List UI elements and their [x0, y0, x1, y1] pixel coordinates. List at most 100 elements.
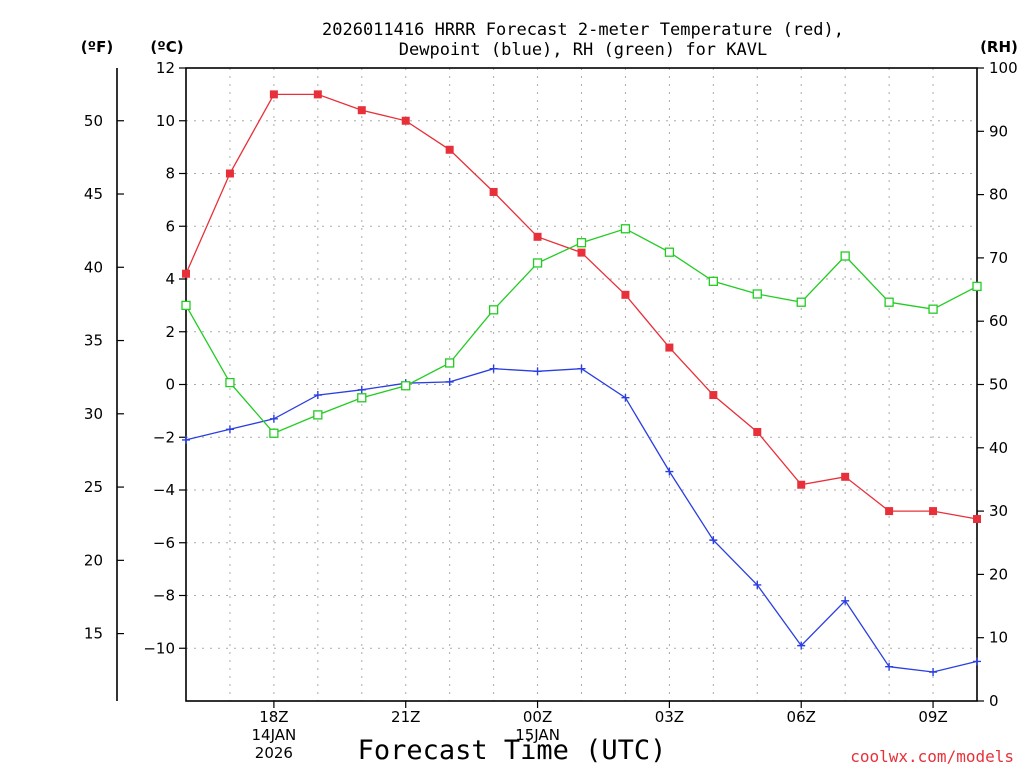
temperature-point — [313, 90, 322, 99]
dewpoint-point — [753, 580, 762, 589]
temperature-point — [885, 507, 894, 516]
celsius-tick-label: 4 — [165, 270, 175, 288]
chart-title-line2: Dewpoint (blue), RH (green) for KAVL — [399, 40, 767, 60]
credit-text: coolwx.com/models — [850, 747, 1014, 766]
celsius-unit-label: (ºC) — [150, 38, 183, 56]
rh-point — [269, 428, 279, 438]
temperature-point — [577, 248, 586, 257]
celsius-tick-label: 12 — [156, 59, 175, 77]
fahrenheit-tick-label: 35 — [84, 332, 103, 350]
dewpoint-point — [929, 667, 938, 676]
dewpoint-point — [577, 364, 586, 373]
rh-point — [840, 251, 850, 261]
fahrenheit-tick-label: 20 — [84, 551, 103, 569]
dewpoint-point — [445, 377, 454, 386]
dewpoint-point — [489, 364, 498, 373]
rh-point — [357, 393, 367, 403]
rh-tick-label: 0 — [989, 692, 999, 710]
dewpoint-point — [357, 385, 366, 394]
celsius-tick-label: −10 — [143, 639, 175, 657]
x-tick-label: 15JAN — [515, 726, 560, 744]
dewpoint-point — [885, 662, 894, 671]
celsius-tick-label: −8 — [153, 587, 175, 605]
grid-lines — [186, 68, 977, 701]
axes: 121086420−2−4−6−8−1050454035302520151009… — [84, 59, 1018, 762]
rh-tick-label: 30 — [989, 502, 1008, 520]
fahrenheit-tick-label: 30 — [84, 405, 103, 423]
dewpoint-point — [841, 596, 850, 605]
celsius-tick-label: 10 — [156, 112, 175, 130]
dewpoint-point — [533, 367, 542, 376]
dewpoint-point — [665, 467, 674, 476]
data-series — [181, 90, 982, 676]
rh-tick-label: 90 — [989, 122, 1008, 140]
rh-point — [972, 281, 982, 292]
fahrenheit-tick-label: 15 — [84, 625, 103, 643]
rh-point — [752, 289, 762, 299]
rh-point — [796, 297, 806, 307]
temperature-point — [401, 116, 410, 125]
fahrenheit-unit-label: (ºF) — [81, 38, 113, 56]
rh-point — [884, 297, 894, 307]
x-tick-label: 2026 — [255, 744, 293, 762]
rh-point — [532, 258, 543, 268]
x-tick-label: 18Z — [259, 708, 288, 726]
rh-point — [620, 224, 631, 234]
dewpoint-point — [269, 414, 278, 423]
rh-tick-label: 40 — [989, 439, 1008, 457]
rh-tick-label: 80 — [989, 186, 1008, 204]
temperature-point — [269, 90, 278, 99]
temperature-point — [797, 480, 806, 489]
dewpoint-point — [621, 393, 630, 402]
rh-tick-label: 50 — [989, 376, 1008, 394]
dewpoint-point — [709, 536, 718, 545]
rh-tick-label: 20 — [989, 565, 1008, 583]
temperature-point — [709, 391, 718, 400]
dewpoint-point — [797, 641, 806, 650]
dewpoint-point — [313, 391, 322, 400]
x-tick-label: 00Z — [523, 708, 552, 726]
x-tick-label: 14JAN — [252, 726, 297, 744]
x-tick-label: 03Z — [655, 708, 684, 726]
rh-point — [576, 238, 587, 248]
celsius-tick-label: −4 — [153, 481, 175, 499]
rh-point — [181, 300, 191, 311]
rh-unit-label: (RH) — [980, 38, 1018, 56]
rh-point — [708, 276, 718, 286]
x-tick-label: 06Z — [787, 708, 816, 726]
temperature-point — [753, 427, 762, 436]
temperature-point — [225, 169, 234, 178]
rh-point — [445, 358, 455, 368]
rh-point — [401, 381, 411, 391]
fahrenheit-tick-label: 45 — [84, 185, 103, 203]
series-line-temperature — [185, 93, 978, 520]
dewpoint-point — [182, 435, 190, 444]
dewpoint-point — [973, 657, 981, 666]
dewpoint-point — [225, 425, 234, 434]
celsius-tick-label: 8 — [165, 165, 175, 183]
temperature-point — [973, 515, 981, 524]
fahrenheit-tick-label: 40 — [84, 258, 103, 276]
celsius-tick-label: −6 — [153, 534, 175, 552]
temperature-point — [445, 145, 454, 154]
temperature-point — [357, 106, 366, 115]
fahrenheit-tick-label: 50 — [84, 112, 103, 130]
x-axis-title: Forecast Time (UTC) — [358, 735, 667, 766]
rh-point — [488, 305, 499, 315]
celsius-tick-label: 0 — [165, 376, 175, 394]
x-tick-label: 09Z — [918, 708, 947, 726]
celsius-tick-label: −2 — [153, 428, 175, 446]
rh-point — [664, 247, 675, 257]
rh-tick-label: 60 — [989, 312, 1008, 330]
temperature-point — [489, 187, 498, 196]
rh-tick-label: 100 — [989, 59, 1018, 77]
x-tick-label: 21Z — [391, 708, 420, 726]
temperature-point — [929, 507, 938, 516]
celsius-tick-label: 2 — [165, 323, 175, 341]
temperature-point — [182, 269, 190, 278]
celsius-tick-label: 6 — [165, 217, 175, 235]
series-line-dewpoint — [185, 368, 978, 673]
rh-point — [313, 410, 323, 420]
rh-tick-label: 10 — [989, 629, 1008, 647]
temperature-point — [841, 472, 850, 481]
